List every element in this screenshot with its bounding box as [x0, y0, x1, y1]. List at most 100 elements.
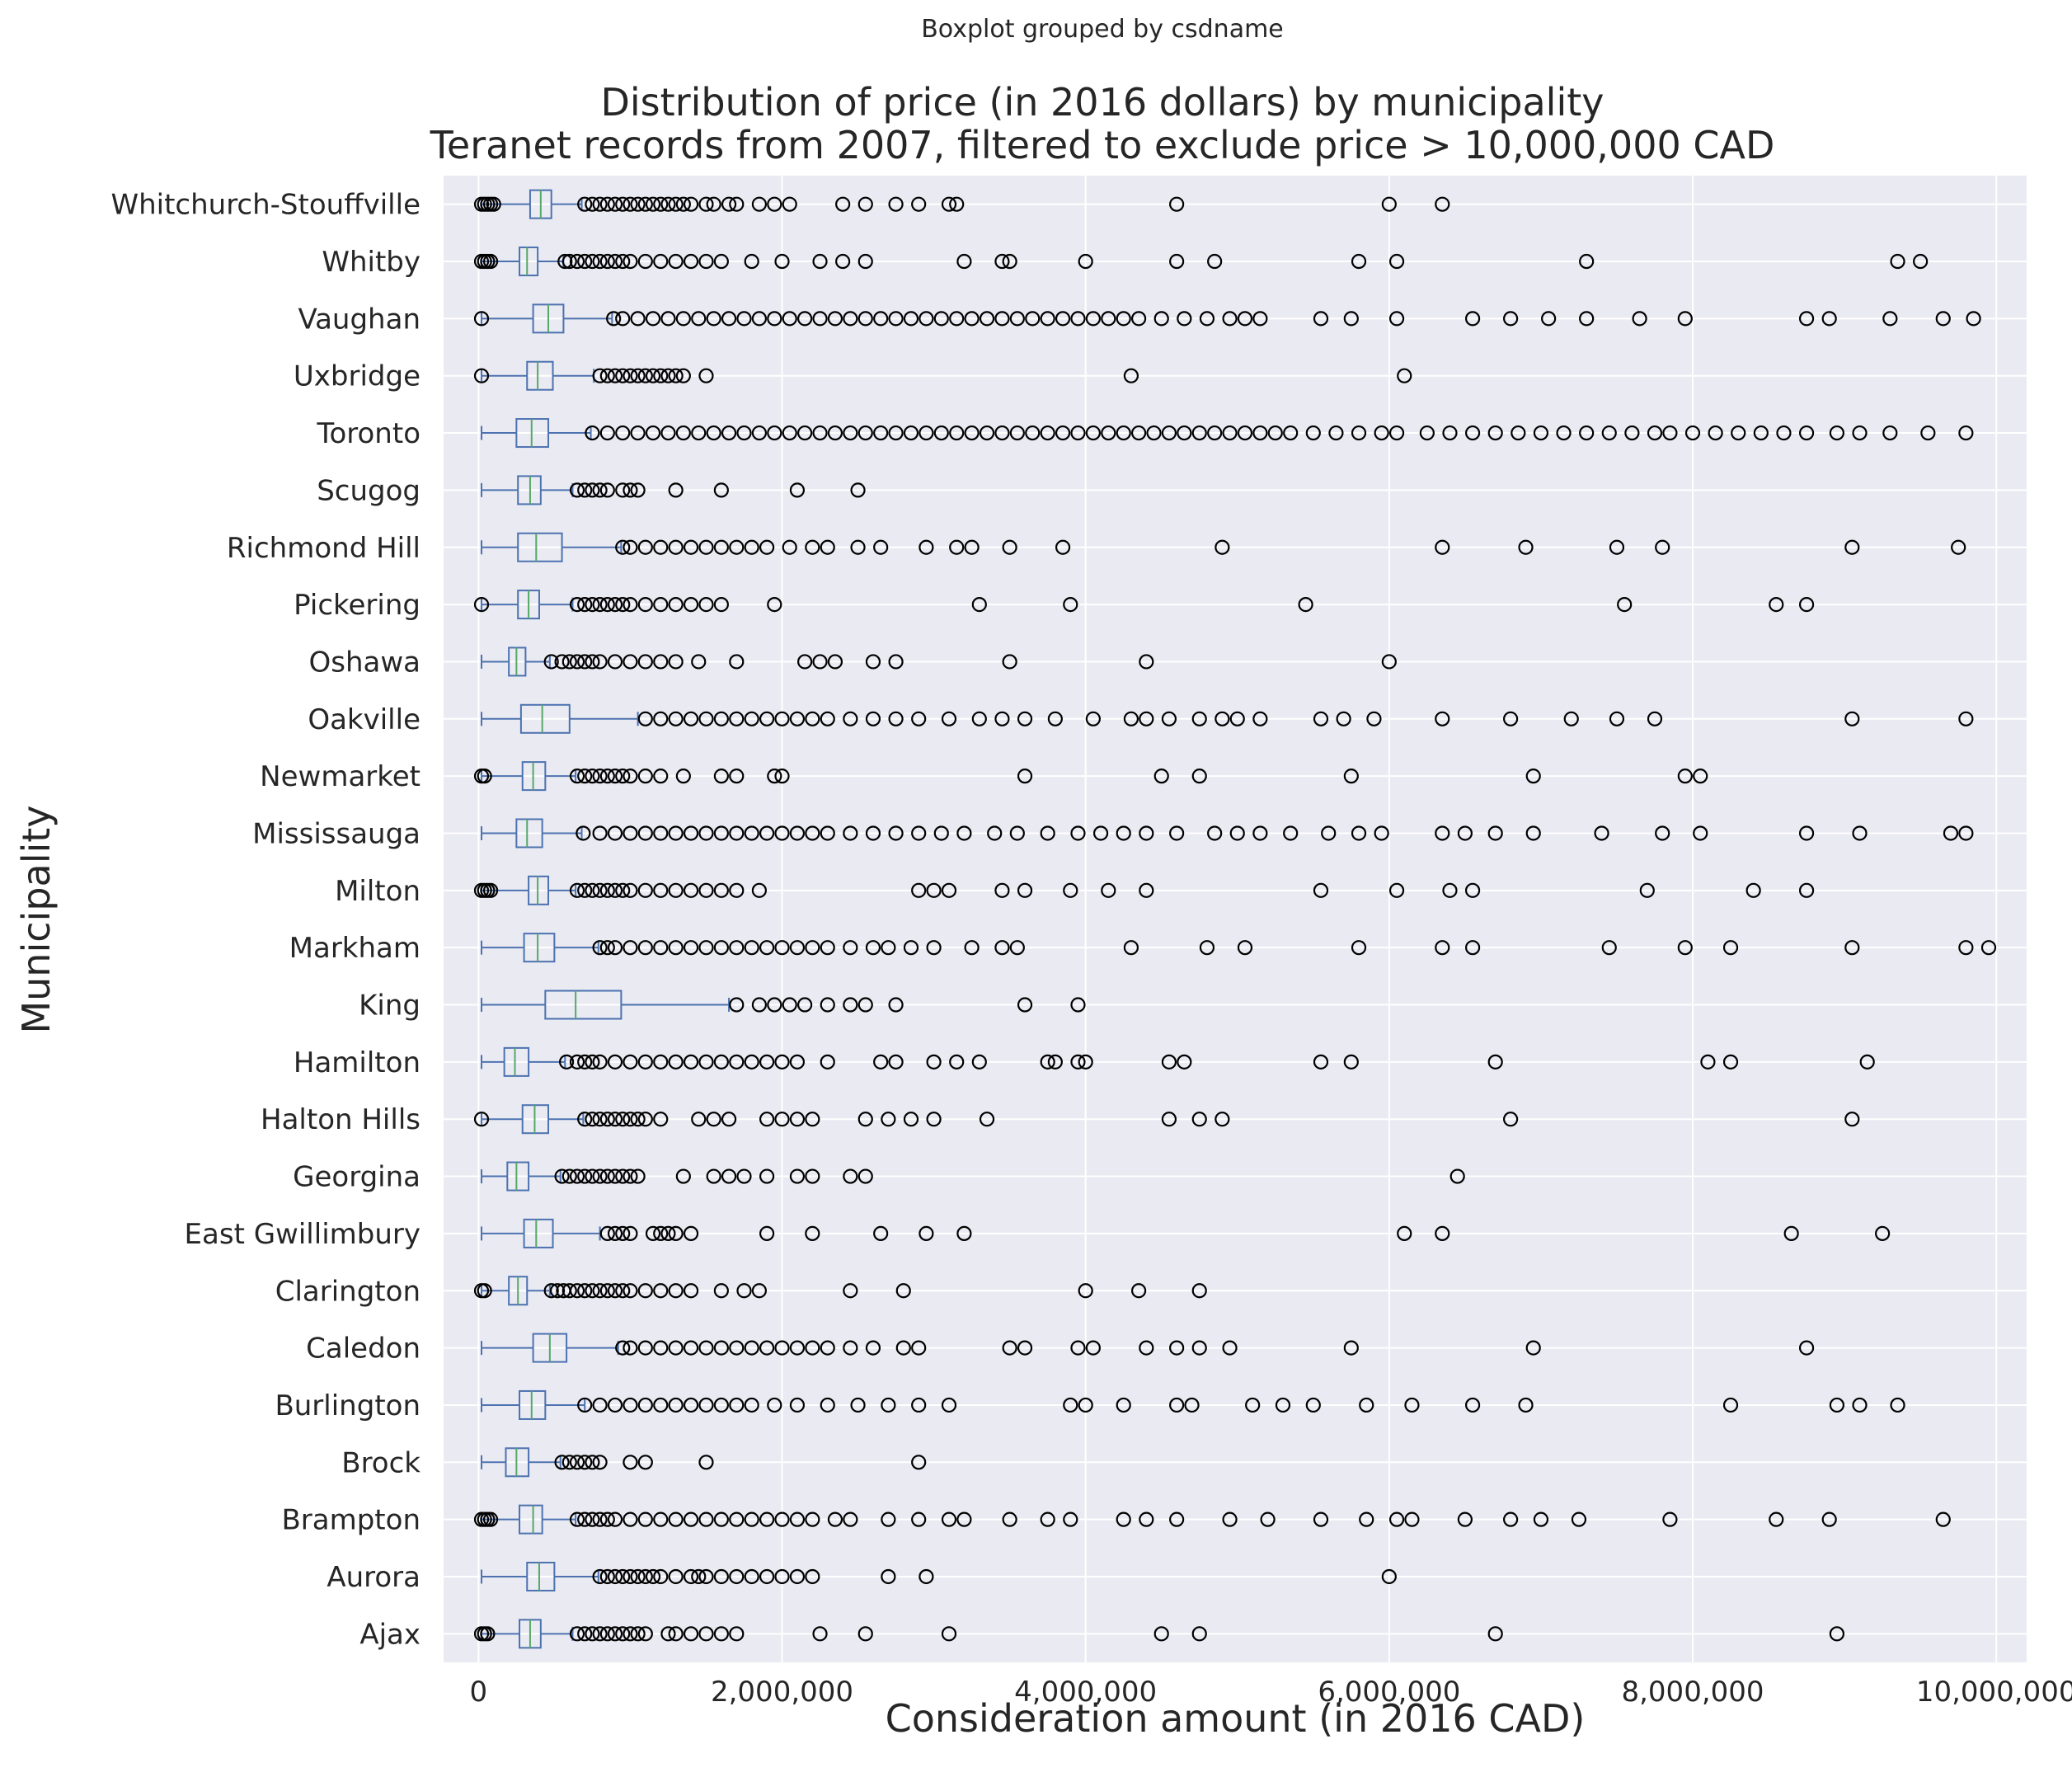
flier-point	[1798, 425, 1815, 441]
flier-point	[1321, 825, 1337, 841]
flier-point	[592, 882, 608, 898]
flier-point	[1116, 1397, 1131, 1413]
flier-point	[1047, 1054, 1063, 1069]
flier-point	[554, 1455, 570, 1470]
flier-point	[1139, 1340, 1154, 1356]
flier-point	[675, 368, 691, 383]
flier-point	[1161, 711, 1177, 726]
flier-point	[1829, 1397, 1844, 1413]
flier-point	[592, 825, 608, 841]
flier-point	[607, 368, 623, 383]
flier-point	[729, 825, 745, 841]
flier-point	[592, 1455, 608, 1470]
flier-point	[1798, 311, 1815, 327]
box-group	[473, 189, 1450, 219]
flier-point	[569, 253, 585, 270]
flier-point	[941, 711, 957, 726]
flier-point	[1571, 1511, 1587, 1527]
flier-point	[911, 825, 927, 841]
flier-point	[744, 1511, 759, 1527]
flier-point	[1875, 1225, 1891, 1242]
flier-point	[577, 1511, 593, 1527]
flier-point	[729, 711, 745, 726]
flier-point	[729, 1054, 745, 1069]
y-tick-label: Clarington	[275, 1275, 421, 1308]
iqr-box	[515, 818, 543, 849]
flier-point	[1958, 825, 1974, 841]
flier-point	[599, 1511, 615, 1527]
flier-point	[1503, 311, 1519, 327]
flier-point	[1177, 1054, 1192, 1069]
flier-point	[1829, 1626, 1844, 1642]
flier-point	[615, 1225, 631, 1242]
y-tick-label: Halton Hills	[261, 1103, 421, 1136]
flier-point	[577, 882, 593, 898]
flier-point	[759, 1112, 775, 1127]
flier-point	[1017, 1340, 1033, 1356]
flier-point	[668, 825, 684, 841]
flier-point	[1677, 311, 1693, 327]
flier-point	[1464, 882, 1481, 898]
flier-point	[933, 311, 949, 327]
flier-point	[599, 253, 615, 270]
y-tick-label: Uxbridge	[294, 360, 421, 393]
flier-point	[1381, 654, 1397, 670]
flier-point	[569, 654, 585, 670]
flier-point	[668, 1568, 684, 1585]
flier-point	[1397, 1225, 1412, 1242]
flier-point	[903, 425, 919, 441]
flier-point	[1313, 1511, 1329, 1527]
flier-point	[713, 482, 729, 498]
flier-point	[623, 1225, 638, 1242]
x-tick-label: 2,000,000	[711, 1676, 853, 1709]
flier-point	[1798, 1340, 1815, 1356]
y-tick-label: Toronto	[316, 417, 421, 450]
flier-point	[1207, 825, 1223, 841]
flier-point	[1435, 196, 1450, 212]
flier-point	[774, 253, 790, 270]
flier-point	[843, 425, 858, 441]
flier-point	[623, 940, 638, 956]
flier-point	[941, 1397, 957, 1413]
flier-point	[473, 311, 490, 327]
flier-point	[615, 368, 631, 383]
flier-point	[615, 1112, 631, 1127]
flier-point	[615, 596, 631, 613]
flier-point	[1609, 711, 1625, 726]
flier-point	[668, 596, 684, 613]
flier-point	[1169, 253, 1185, 270]
flier-point	[857, 253, 873, 270]
flier-point	[881, 1568, 896, 1585]
flier-point	[789, 1568, 806, 1585]
flier-point	[1882, 311, 1898, 327]
flier-point	[1722, 940, 1739, 956]
flier-point	[668, 1511, 684, 1527]
flier-point	[1040, 425, 1055, 441]
flier-point	[1464, 940, 1481, 956]
flier-point	[1351, 425, 1367, 441]
y-tick-label: Whitchurch-Stouffville	[110, 189, 421, 222]
flier-point	[630, 1626, 646, 1642]
box-group	[481, 818, 1974, 849]
flier-point	[1313, 711, 1329, 726]
flier-point	[1199, 311, 1215, 327]
y-tick-label: Oshawa	[308, 646, 421, 679]
flier-point	[585, 1054, 600, 1069]
flier-point	[949, 311, 965, 327]
flier-point	[1601, 425, 1617, 441]
flier-point	[637, 1054, 653, 1069]
flier-point	[653, 1054, 669, 1069]
flier-point	[637, 1283, 653, 1299]
flier-point	[1153, 1626, 1169, 1642]
flier-point	[1191, 769, 1207, 784]
flier-point	[1002, 1511, 1017, 1527]
flier-point	[1169, 1340, 1185, 1356]
flier-point	[698, 1568, 714, 1585]
flier-point	[994, 253, 1010, 270]
box-group	[473, 1104, 1860, 1135]
flier-point	[577, 769, 593, 784]
flier-point	[1191, 425, 1207, 441]
y-tick-label: Milton	[335, 875, 421, 908]
flier-point	[1215, 539, 1230, 555]
flier-point	[1776, 425, 1792, 441]
